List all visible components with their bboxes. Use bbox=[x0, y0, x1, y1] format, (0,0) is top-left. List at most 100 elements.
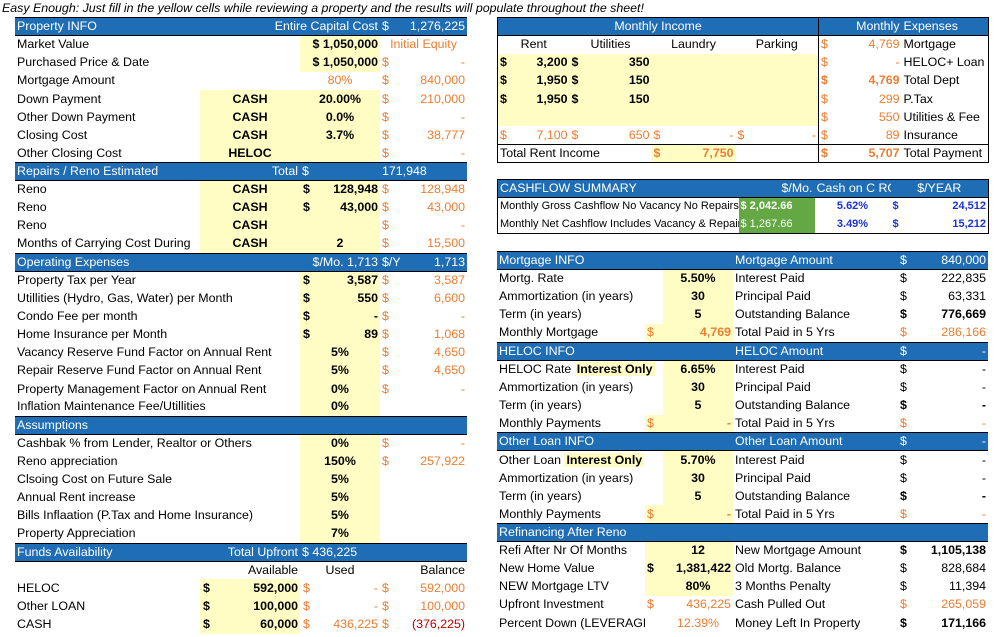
currency[interactable]: $ bbox=[497, 53, 516, 72]
input-value[interactable]: 30 bbox=[663, 287, 733, 306]
input-value[interactable]: 5 bbox=[663, 305, 733, 324]
input-value[interactable]: $ - bbox=[300, 307, 380, 326]
laundry-value[interactable] bbox=[651, 108, 736, 127]
input-value[interactable]: - bbox=[663, 414, 733, 433]
currency[interactable]: $ bbox=[651, 144, 670, 163]
table-row: $7,100 $650 $ - $ - bbox=[498, 126, 819, 144]
currency[interactable]: $ bbox=[645, 324, 663, 343]
table-row: HELOC INFO HELOC Amount $ - bbox=[497, 341, 988, 361]
input-value[interactable]: 4,769 bbox=[663, 324, 733, 343]
laundry-value[interactable] bbox=[651, 71, 736, 90]
parking-value[interactable] bbox=[735, 71, 819, 90]
currency[interactable]: $ bbox=[497, 90, 516, 109]
utilities-value[interactable]: 350 bbox=[587, 53, 652, 72]
row-label: Other Down Payment bbox=[17, 109, 136, 124]
row-label: HELOC Rate Interest Only bbox=[497, 360, 663, 378]
currency: $ bbox=[382, 345, 389, 360]
input-value[interactable]: $60,000 bbox=[200, 615, 300, 634]
currency[interactable]: $ bbox=[569, 53, 588, 72]
header-value: - bbox=[916, 341, 988, 361]
input-value[interactable]: 150% bbox=[300, 452, 380, 471]
value: - bbox=[373, 580, 378, 595]
row-label: New Mortgage Amount bbox=[735, 543, 862, 558]
input-value[interactable]: 0% bbox=[300, 380, 380, 399]
table-row: Property Management Factor on Annual Ren… bbox=[15, 380, 467, 399]
currency[interactable]: $ bbox=[645, 505, 663, 524]
input-value[interactable]: 7% bbox=[300, 525, 380, 544]
rent-value[interactable]: 1,950 bbox=[515, 90, 570, 109]
input-value[interactable]: 5% bbox=[300, 470, 380, 489]
input-value[interactable]: 30 bbox=[663, 469, 733, 488]
table-row: Condo Fee per month $ - $ - bbox=[15, 307, 467, 326]
laundry-value[interactable] bbox=[651, 53, 736, 72]
input-value[interactable]: $3,587 bbox=[300, 271, 380, 290]
input-value[interactable]: 0% bbox=[300, 398, 380, 417]
total-rent-value[interactable]: 7,750 bbox=[669, 144, 736, 163]
computed-value: 15,500 bbox=[427, 236, 465, 251]
input-value[interactable]: 2 bbox=[300, 235, 380, 254]
input-value[interactable] bbox=[300, 144, 380, 163]
rent-value[interactable]: 1,950 bbox=[515, 71, 570, 90]
input-value[interactable]: $89 bbox=[300, 325, 380, 344]
input-value[interactable]: $550 bbox=[300, 289, 380, 308]
currency[interactable]: $ bbox=[645, 559, 663, 578]
cashflow-value: $ 1,267.66 bbox=[738, 215, 815, 234]
funding-type[interactable]: CASH bbox=[200, 108, 300, 127]
currency[interactable] bbox=[645, 577, 663, 596]
input-value[interactable]: $592,000 bbox=[200, 579, 300, 598]
input-value[interactable]: 5 bbox=[663, 487, 733, 506]
input-value[interactable]: 5.70% bbox=[663, 450, 733, 469]
rent-value[interactable] bbox=[497, 108, 570, 127]
input-value[interactable]: 30 bbox=[663, 378, 733, 397]
input-value[interactable]: 0% bbox=[300, 434, 380, 453]
funding-type[interactable]: HELOC bbox=[200, 144, 300, 163]
currency[interactable]: $ bbox=[569, 71, 588, 90]
input-value[interactable]: 5 bbox=[663, 396, 733, 415]
input-value[interactable]: $ 1,050,000 bbox=[300, 35, 380, 54]
table-row: Market Value $ 1,050,000 Initial Equity bbox=[15, 35, 467, 54]
currency[interactable]: $ bbox=[569, 90, 588, 109]
input-value[interactable]: $128,948 bbox=[300, 180, 380, 199]
currency[interactable] bbox=[645, 541, 663, 560]
input-value[interactable]: $ 1,050,000 bbox=[300, 53, 380, 72]
funding-type[interactable]: CASH bbox=[200, 126, 300, 145]
funding-type[interactable]: CASH bbox=[200, 180, 300, 199]
input-value[interactable]: 5% bbox=[300, 506, 380, 525]
input-value[interactable]: 1,381,422 bbox=[663, 559, 733, 578]
laundry-value[interactable] bbox=[651, 90, 736, 109]
roi-value: 5.62% bbox=[836, 200, 869, 213]
row-label: Annual Rent increase bbox=[17, 490, 136, 505]
input-value[interactable]: 6.65% bbox=[663, 360, 733, 379]
input-value[interactable]: 12 bbox=[663, 541, 733, 560]
rent-value[interactable]: 3,200 bbox=[515, 53, 570, 72]
funding-type[interactable]: CASH bbox=[200, 90, 300, 109]
input-value[interactable]: $43,000 bbox=[300, 198, 380, 217]
expense-label: Mortgage bbox=[903, 37, 956, 52]
parking-value[interactable] bbox=[735, 90, 819, 109]
utilities-value[interactable]: 150 bbox=[587, 71, 652, 90]
currency[interactable]: $ bbox=[645, 414, 663, 433]
currency[interactable]: $ bbox=[497, 71, 516, 90]
input-value[interactable]: 5% bbox=[300, 361, 380, 380]
input-value[interactable]: 5% bbox=[300, 343, 380, 362]
input-value[interactable]: 80% bbox=[663, 577, 733, 596]
currency bbox=[645, 487, 663, 505]
parking-value[interactable] bbox=[735, 53, 819, 72]
input-value[interactable]: 5.50% bbox=[663, 269, 733, 288]
utilities-value[interactable] bbox=[569, 108, 652, 127]
input-value[interactable]: 3.7% bbox=[300, 126, 380, 145]
funding-type[interactable]: CASH bbox=[200, 235, 300, 254]
section-header-expenses: Monthly bbox=[818, 16, 902, 37]
funding-type[interactable]: CASH bbox=[200, 198, 300, 217]
utilities-value[interactable]: 150 bbox=[587, 90, 652, 109]
input-value[interactable]: 5% bbox=[300, 488, 380, 507]
input-value[interactable]: 20.00% bbox=[300, 90, 380, 109]
computed-value: 43,000 bbox=[427, 200, 465, 215]
parking-value[interactable] bbox=[735, 108, 819, 127]
input-value[interactable]: 0.0% bbox=[300, 108, 380, 127]
currency: $ bbox=[303, 290, 310, 305]
funding-type[interactable]: CASH bbox=[200, 216, 300, 235]
input-value[interactable]: $100,000 bbox=[200, 597, 300, 616]
input-value[interactable]: - bbox=[663, 505, 733, 524]
input-value[interactable] bbox=[300, 216, 380, 235]
